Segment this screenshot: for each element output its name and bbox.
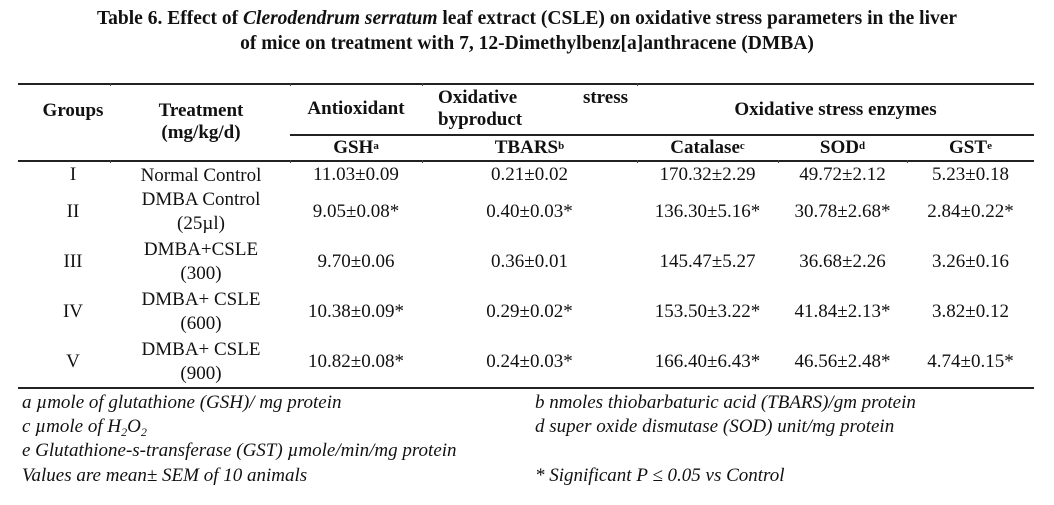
treatment-line: (300) — [180, 263, 222, 284]
cell-treatment: DMBA Control (25µl) — [112, 188, 290, 236]
treatment-line: (900) — [180, 363, 222, 384]
treatment-line: (600) — [180, 313, 222, 334]
cell-group: V — [66, 351, 80, 372]
footnote-c: c µmole of H2O2 — [22, 416, 147, 439]
table-top-rule — [18, 83, 1034, 85]
cell-tbars: 0.40±0.03* — [486, 201, 573, 222]
cell-gst: 2.84±0.22* — [927, 201, 1014, 222]
treatment-line: Normal Control — [140, 165, 262, 186]
column-tick — [290, 160, 291, 163]
cell-treatment: DMBA+ CSLE (900) — [112, 338, 290, 386]
header-byproduct: Oxidative stress byproduct — [438, 87, 628, 130]
table-bottom-rule — [18, 387, 1034, 389]
column-tick — [778, 160, 779, 163]
treatment-line: DMBA+ CSLE — [141, 339, 261, 360]
footnote-e: e Glutathione-s-transferase (GST) µmole/… — [22, 440, 457, 461]
cell-treatment: Normal Control — [112, 164, 290, 188]
header-bottom-rule — [18, 160, 1034, 162]
cell-tbars: 0.24±0.03* — [486, 351, 573, 372]
cell-gsh: 10.82±0.08* — [308, 351, 404, 372]
cell-sod: 41.84±2.13* — [794, 301, 891, 322]
cell-group: III — [63, 251, 83, 272]
header-sod: SODd — [819, 137, 866, 158]
cell-catalase: 145.47±5.27 — [659, 251, 756, 272]
table-title: Table 6. Effect of Clerodendrum serratum… — [0, 6, 1054, 56]
header-gsh: GSHa — [333, 137, 379, 158]
cell-tbars: 0.29±0.02* — [486, 301, 573, 322]
cell-sod: 49.72±2.12 — [799, 164, 886, 185]
footnote-d: d super oxide dismutase (SOD) unit/mg pr… — [535, 416, 895, 437]
column-tick — [907, 160, 908, 163]
cell-gsh: 9.05±0.08* — [312, 201, 400, 222]
cell-gsh: 9.70±0.06 — [317, 251, 395, 272]
cell-sod: 30.78±2.68* — [794, 201, 891, 222]
treatment-line: (25µl) — [177, 213, 225, 234]
header-tbars: TBARSb — [494, 137, 565, 158]
treatment-line: DMBA+ CSLE — [141, 289, 261, 310]
column-tick — [290, 83, 291, 86]
footnote-significance: * Significant P ≤ 0.05 vs Control — [535, 465, 785, 486]
cell-gst: 3.82±0.12 — [932, 301, 1009, 322]
cell-catalase: 153.50±3.22* — [654, 301, 761, 322]
treatment-line: DMBA Control — [141, 189, 261, 210]
table-title-line2: of mice on treatment with 7, 12-Dimethyl… — [240, 33, 814, 54]
column-tick — [637, 160, 638, 163]
cell-sod: 46.56±2.48* — [794, 351, 891, 372]
cell-group: II — [66, 201, 80, 222]
cell-gsh: 11.03±0.09 — [313, 164, 399, 185]
column-tick — [110, 83, 111, 86]
column-tick — [422, 160, 423, 163]
footnote-values: Values are mean± SEM of 10 animals — [22, 465, 308, 486]
header-sub-rule — [290, 134, 1034, 136]
column-tick — [422, 83, 423, 86]
species-name: Clerodendrum serratum — [243, 8, 438, 29]
cell-catalase: 136.30±5.16* — [654, 201, 761, 222]
header-catalase: Catalasec — [670, 137, 745, 158]
footnote-a: a µmole of glutathione (GSH)/ mg protein — [22, 392, 342, 413]
cell-catalase: 166.40±6.43* — [654, 351, 761, 372]
cell-group: I — [69, 164, 77, 185]
cell-tbars: 0.36±0.01 — [491, 251, 568, 272]
header-enzymes: Oxidative stress enzymes — [734, 99, 937, 120]
cell-gst: 4.74±0.15* — [927, 351, 1014, 372]
column-tick — [110, 160, 111, 163]
cell-treatment: DMBA+ CSLE (600) — [112, 288, 290, 336]
treatment-line: DMBA+CSLE — [143, 239, 259, 260]
cell-gst: 3.26±0.16 — [932, 251, 1009, 272]
cell-treatment: DMBA+CSLE (300) — [112, 238, 290, 286]
cell-gsh: 10.38±0.09* — [308, 301, 404, 322]
header-antioxidant: Antioxidant — [307, 98, 405, 119]
cell-sod: 36.68±2.26 — [799, 251, 886, 272]
header-groups: Groups — [42, 100, 104, 121]
header-treatment: Treatment (mg/kg/d) — [158, 100, 244, 143]
header-gst: GSTe — [949, 137, 992, 158]
table-title-line1: Table 6. Effect of Clerodendrum serratum… — [96, 8, 958, 29]
cell-gst: 5.23±0.18 — [932, 164, 1009, 185]
footnote-b: b nmoles thiobarbaturic acid (TBARS)/gm … — [535, 392, 916, 413]
cell-tbars: 0.21±0.02 — [491, 164, 568, 185]
column-tick — [637, 83, 638, 86]
cell-group: IV — [62, 301, 84, 322]
cell-catalase: 170.32±2.29 — [659, 164, 756, 185]
